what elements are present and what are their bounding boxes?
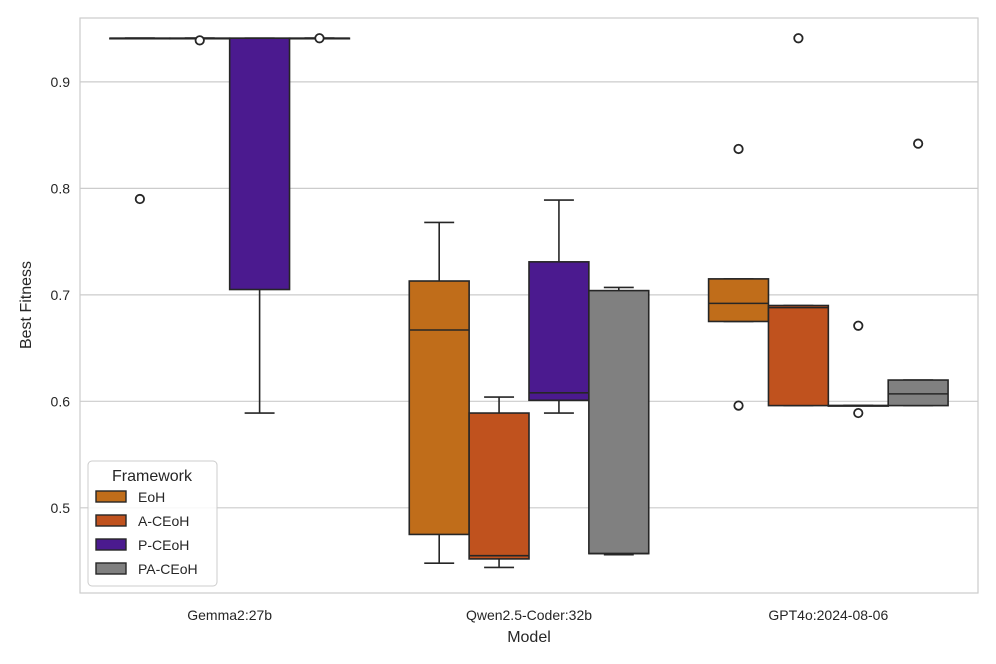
outlier-point (314, 33, 325, 44)
outlier-point (853, 407, 864, 419)
legend-label: PA-CEoH (138, 561, 198, 577)
box-body (887, 379, 949, 407)
outlier-point (134, 193, 145, 205)
box-a-ceoh (169, 35, 231, 46)
box-body (707, 278, 770, 323)
x-axis-label: Model (507, 629, 551, 646)
box-pa-ceoh (887, 138, 949, 407)
x-tick-label: Gemma2:27b (187, 607, 272, 623)
outlier-point (853, 320, 864, 331)
box-body (767, 304, 830, 407)
x-tick-label: GPT4o:2024-08-06 (768, 607, 888, 623)
y-tick-label: 0.9 (51, 74, 71, 90)
legend-label: EoH (138, 489, 165, 505)
y-tick-label: 0.6 (51, 393, 71, 409)
outlier-point (733, 400, 744, 411)
box-body (588, 289, 650, 555)
box-p-ceoh (228, 37, 291, 414)
box-body (228, 37, 291, 291)
legend: Framework EoH A-CEoH P-CEoH PA-CEoH (87, 460, 218, 587)
box-p-ceoh (528, 199, 590, 414)
box-a-ceoh (767, 33, 830, 407)
boxes-layer (109, 33, 949, 569)
y-axis-ticks: 0.5 0.6 0.7 0.8 0.9 (51, 74, 71, 516)
legend-swatch (95, 490, 127, 503)
box-body (468, 412, 530, 560)
legend-swatch (95, 538, 127, 551)
box-eoh (707, 143, 770, 411)
box-a-ceoh (468, 396, 530, 569)
outlier-point (194, 35, 205, 46)
legend-label: A-CEoH (138, 513, 189, 529)
legend-title: Framework (112, 468, 193, 485)
legend-swatch (95, 562, 127, 575)
outlier-point (733, 143, 744, 155)
y-tick-label: 0.8 (51, 180, 71, 196)
y-axis-label: Best Fitness (18, 261, 35, 349)
outlier-point (793, 33, 804, 44)
x-tick-label: Qwen2.5-Coder:32b (466, 607, 592, 623)
box-body (528, 261, 590, 402)
box-body (408, 280, 470, 536)
box-pa-ceoh (588, 286, 650, 556)
outlier-point (913, 138, 924, 149)
legend-label: P-CEoH (138, 537, 189, 553)
box-eoh (408, 221, 470, 564)
plot-frame (79, 17, 979, 594)
box-pa-ceoh (288, 33, 351, 44)
y-tick-label: 0.5 (51, 500, 71, 516)
legend-entries: EoH A-CEoH P-CEoH PA-CEoH (95, 489, 198, 577)
legend-swatch (95, 514, 127, 527)
y-tick-label: 0.7 (51, 287, 71, 303)
box-p-ceoh (827, 320, 889, 419)
x-axis-ticks: Gemma2:27b Qwen2.5-Coder:32b GPT4o:2024-08… (187, 607, 888, 623)
